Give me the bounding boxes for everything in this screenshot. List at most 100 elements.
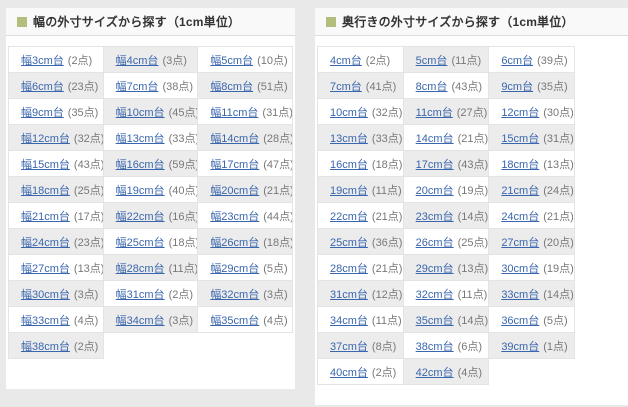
size-filter-link[interactable]: 21cm台	[501, 184, 540, 197]
size-filter-link[interactable]: 42cm台	[415, 366, 454, 379]
size-filter-link[interactable]: 7cm台	[330, 80, 362, 93]
size-filter-link[interactable]: 39cm台	[501, 340, 540, 353]
size-filter-link[interactable]: 24cm台	[501, 210, 540, 223]
item-count: (47点)	[263, 158, 293, 171]
size-filter-link[interactable]: 幅22cm台	[115, 210, 165, 223]
size-filter-link[interactable]: 幅11cm台	[210, 106, 259, 119]
size-filter-cell: 幅7cm台 (38点)	[102, 72, 199, 99]
size-filter-link[interactable]: 31cm台	[330, 288, 368, 301]
item-count: (38点)	[162, 80, 193, 93]
size-filter-link[interactable]: 29cm台	[415, 262, 454, 275]
size-filter-link[interactable]: 幅4cm台	[115, 54, 159, 67]
size-filter-row: 16cm台 (18点) 17cm台 (43点) 18cm台 (13点)	[317, 150, 575, 177]
size-filter-link[interactable]: 幅24cm台	[21, 236, 70, 249]
size-filter-link[interactable]: 幅10cm台	[115, 106, 165, 119]
size-filter-row: 幅38cm台 (2点)	[8, 332, 293, 359]
item-count: (1点)	[543, 340, 568, 353]
size-filter-link[interactable]: 幅16cm台	[115, 158, 165, 171]
item-count: (21点)	[457, 132, 489, 145]
size-filter-link[interactable]: 幅38cm台	[21, 340, 70, 353]
size-filter-link[interactable]: 幅15cm台	[21, 158, 70, 171]
size-filter-link[interactable]: 14cm台	[415, 132, 454, 145]
item-count: (43点)	[73, 158, 104, 171]
size-filter-link[interactable]: 22cm台	[330, 210, 368, 223]
size-filter-link[interactable]: 32cm台	[415, 288, 454, 301]
size-filter-link[interactable]: 幅14cm台	[210, 132, 260, 145]
size-filter-link[interactable]: 幅34cm台	[115, 314, 165, 327]
item-count: (17点)	[73, 210, 104, 223]
size-filter-link[interactable]: 9cm台	[501, 80, 534, 93]
size-filter-link[interactable]: 11cm台	[415, 106, 453, 119]
size-filter-link[interactable]: 16cm台	[330, 158, 368, 171]
size-filter-link[interactable]: 幅23cm台	[210, 210, 260, 223]
size-filter-link[interactable]: 23cm台	[415, 210, 454, 223]
size-filter-link[interactable]: 12cm台	[501, 106, 540, 119]
empty-cell	[102, 332, 199, 359]
green-square-bullet-icon	[326, 16, 336, 27]
size-filter-link[interactable]: 10cm台	[330, 106, 368, 119]
size-filter-link[interactable]: 17cm台	[415, 158, 454, 171]
item-count: (51点)	[257, 80, 288, 93]
size-filter-link[interactable]: 幅35cm台	[210, 314, 260, 327]
size-filter-link[interactable]: 幅29cm台	[210, 262, 260, 275]
size-filter-link[interactable]: 幅6cm台	[21, 80, 64, 93]
item-count: (3点)	[168, 314, 194, 327]
size-filter-link[interactable]: 幅12cm台	[21, 132, 70, 145]
size-filter-link[interactable]: 幅30cm台	[21, 288, 70, 301]
size-filter-cell: 35cm台 (14点)	[402, 306, 490, 333]
size-filter-link[interactable]: 幅32cm台	[210, 288, 260, 301]
size-filter-link[interactable]: 5cm台	[415, 54, 448, 67]
size-filter-link[interactable]: 幅26cm台	[210, 236, 260, 249]
depth-panel-header: 奥行きの外寸サイズから探す（1cm単位）	[315, 8, 628, 36]
size-filter-link[interactable]: 幅9cm台	[21, 106, 64, 119]
size-filter-link[interactable]: 幅21cm台	[21, 210, 70, 223]
size-filter-link[interactable]: 18cm台	[501, 158, 540, 171]
item-count: (13点)	[457, 262, 489, 275]
size-filter-link[interactable]: 8cm台	[415, 80, 448, 93]
size-filter-link[interactable]: 13cm台	[330, 132, 368, 145]
size-filter-link[interactable]: 28cm台	[330, 262, 368, 275]
size-filter-link[interactable]: 幅33cm台	[21, 314, 70, 327]
size-filter-link[interactable]: 38cm台	[415, 340, 454, 353]
size-filter-link[interactable]: 幅5cm台	[210, 54, 254, 67]
size-filter-link[interactable]: 幅8cm台	[210, 80, 254, 93]
size-filter-link[interactable]: 20cm台	[415, 184, 454, 197]
size-filter-link[interactable]: 25cm台	[330, 236, 368, 249]
size-filter-link[interactable]: 4cm台	[330, 54, 362, 67]
size-filter-link[interactable]: 幅19cm台	[115, 184, 165, 197]
size-filter-link[interactable]: 幅31cm台	[115, 288, 165, 301]
item-count: (11点)	[457, 288, 488, 301]
size-filter-link[interactable]: 37cm台	[330, 340, 368, 353]
size-filter-link[interactable]: 幅20cm台	[210, 184, 260, 197]
size-filter-link[interactable]: 幅27cm台	[21, 262, 70, 275]
size-filter-link[interactable]: 26cm台	[415, 236, 454, 249]
size-filter-link[interactable]: 36cm台	[501, 314, 540, 327]
size-filter-link[interactable]: 40cm台	[330, 366, 368, 379]
size-filter-cell: 幅24cm台 (23点)	[8, 228, 104, 255]
size-filter-link[interactable]: 幅17cm台	[210, 158, 260, 171]
size-filter-link[interactable]: 15cm台	[501, 132, 540, 145]
size-filter-link[interactable]: 34cm台	[330, 314, 368, 327]
size-filter-link[interactable]: 幅28cm台	[115, 262, 165, 275]
size-filter-link[interactable]: 35cm台	[415, 314, 454, 327]
size-filter-link[interactable]: 6cm台	[501, 54, 534, 67]
size-filter-link[interactable]: 幅13cm台	[115, 132, 165, 145]
size-filter-link[interactable]: 33cm台	[501, 288, 540, 301]
size-filter-row: 幅18cm台 (25点) 幅19cm台 (40点) 幅20cm台 (21点)	[8, 176, 293, 203]
item-count: (21点)	[371, 210, 403, 223]
size-filter-row: 幅6cm台 (23点) 幅7cm台 (38点) 幅8cm台 (51点)	[8, 72, 293, 99]
size-filter-link[interactable]: 19cm台	[330, 184, 368, 197]
size-filter-link[interactable]: 幅18cm台	[21, 184, 70, 197]
item-count: (5点)	[543, 314, 568, 327]
empty-cell	[488, 358, 575, 385]
size-filter-link[interactable]: 30cm台	[501, 262, 540, 275]
item-count: (31点)	[262, 106, 293, 119]
size-filter-cell: 30cm台 (19点)	[488, 254, 575, 281]
size-filter-link[interactable]: 幅7cm台	[115, 80, 159, 93]
size-filter-link[interactable]: 27cm台	[501, 236, 540, 249]
size-filter-link[interactable]: 幅3cm台	[21, 54, 64, 67]
item-count: (39点)	[537, 54, 568, 67]
item-count: (32点)	[371, 106, 403, 119]
size-filter-link[interactable]: 幅25cm台	[115, 236, 165, 249]
size-filter-cell: 幅23cm台 (44点)	[197, 202, 293, 229]
